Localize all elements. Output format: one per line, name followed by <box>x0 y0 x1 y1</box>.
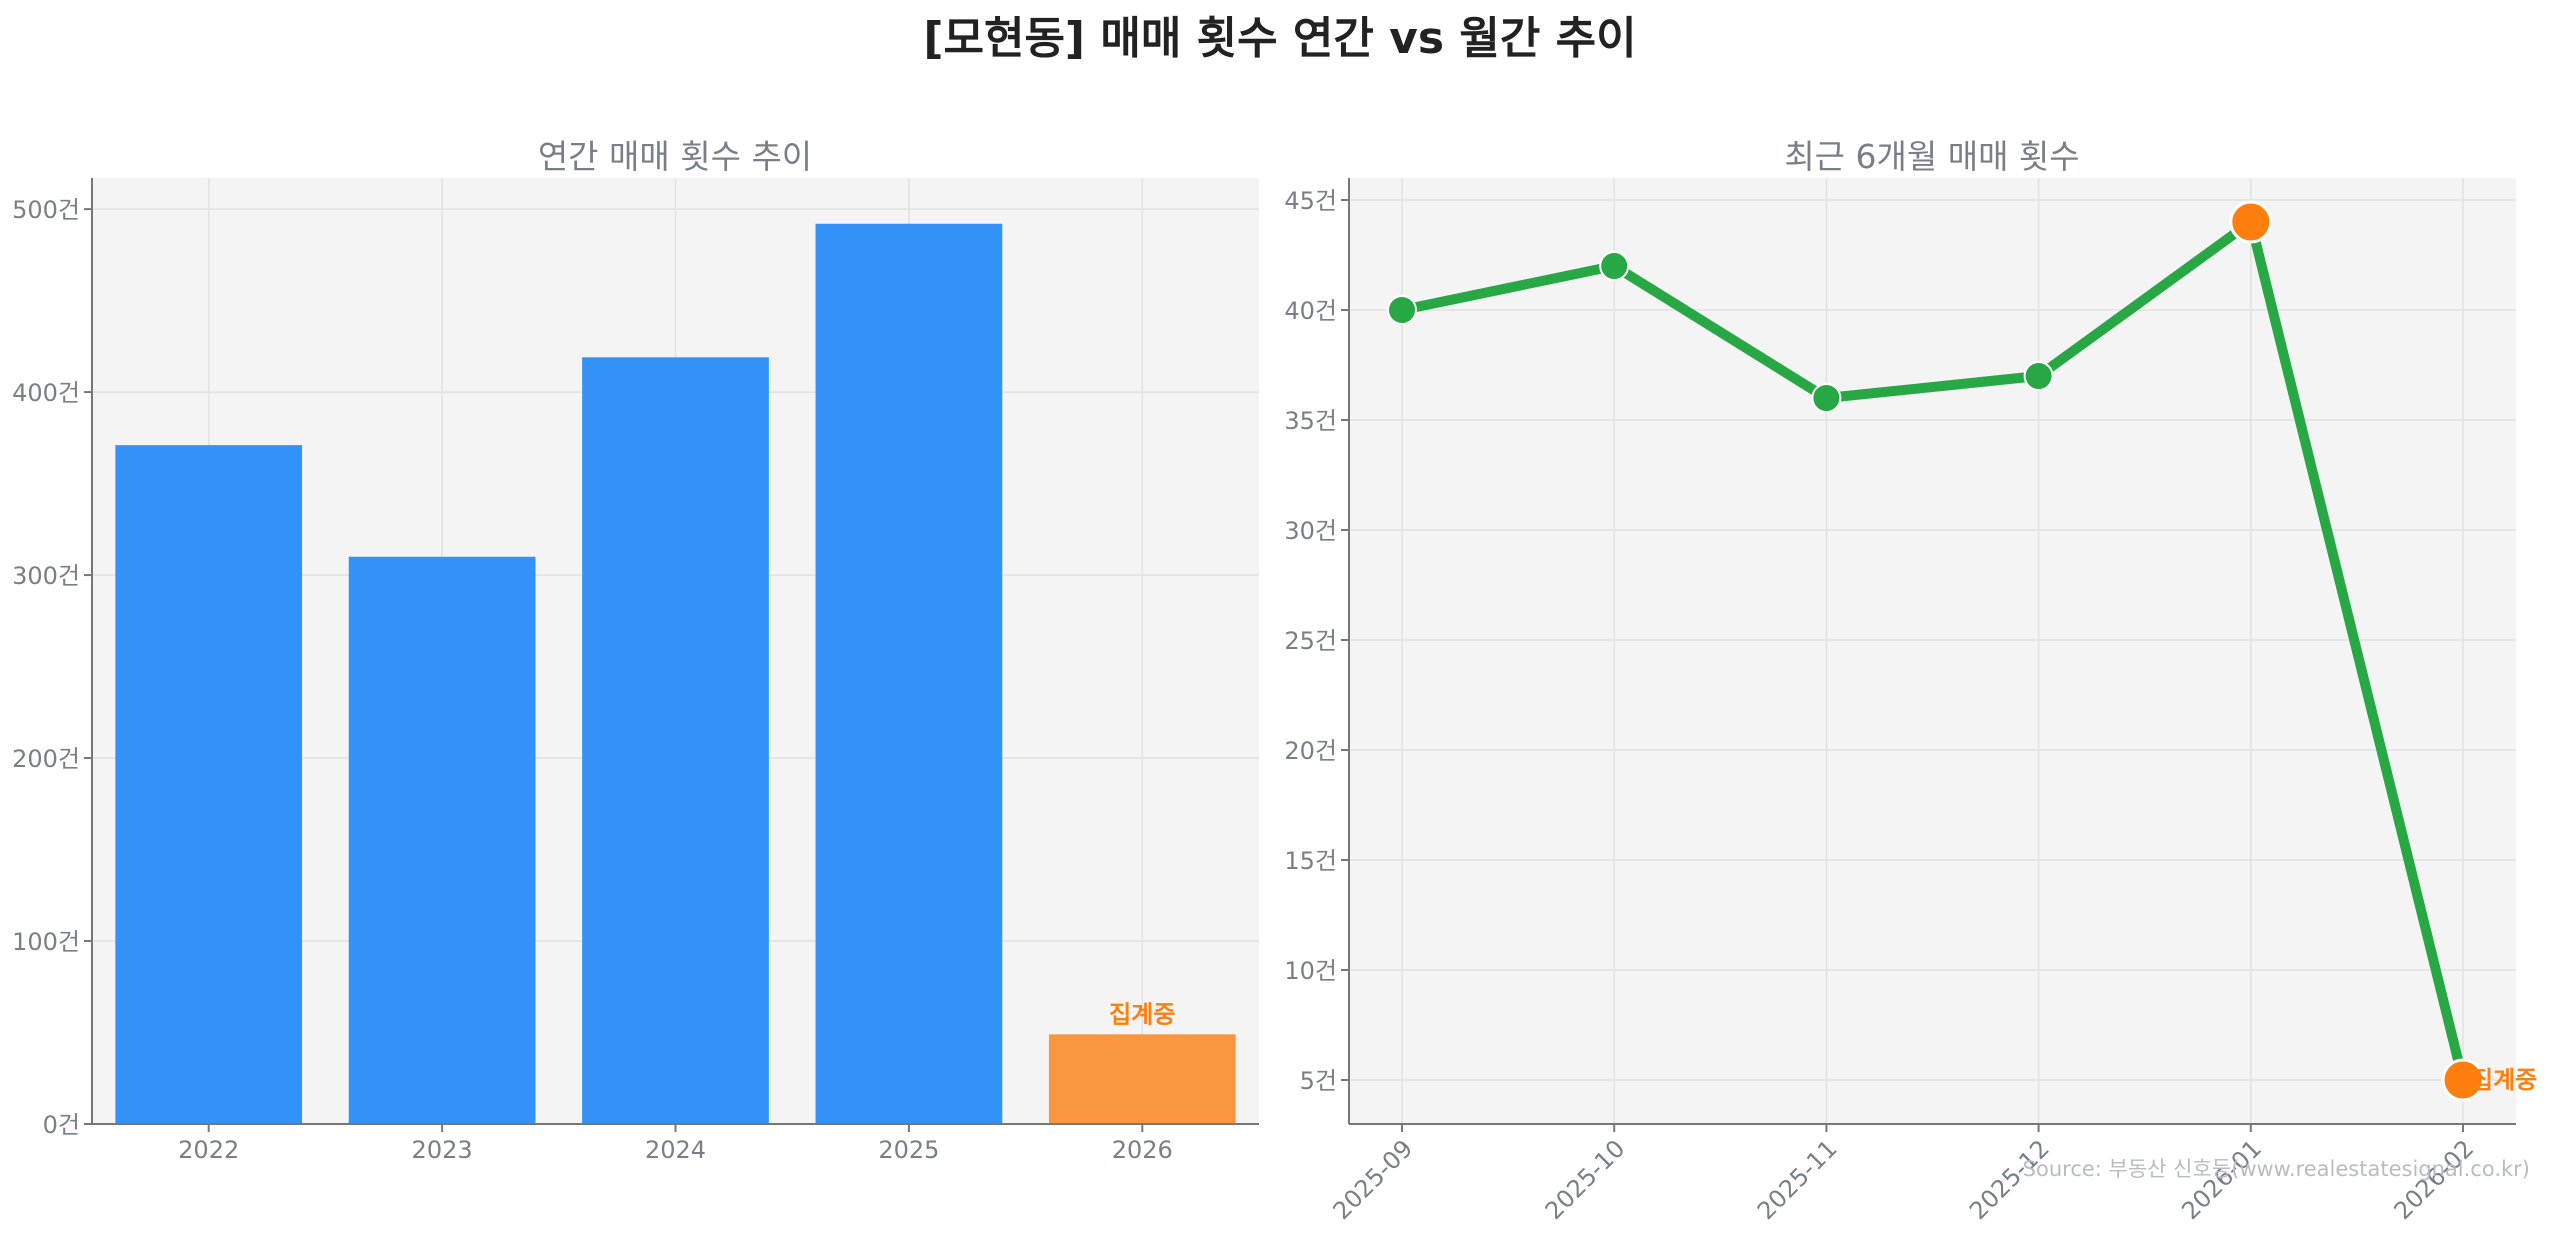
chart-main-title: [모현동] 매매 횟수 연간 vs 월간 추이 <box>923 13 1637 64</box>
annual-x-tick-label: 2026 <box>1112 1136 1173 1164</box>
monthly-plot-area <box>1349 178 2516 1124</box>
monthly-series: 집계중 <box>1387 200 2537 1102</box>
monthly-y-tick-label: 15건 <box>1284 847 1337 875</box>
annual-bar-2023 <box>348 556 536 1124</box>
annual-bar-2025 <box>815 223 1003 1124</box>
monthly-x-tick-label: 2025-09 <box>1328 1134 1419 1225</box>
monthly-y-tick-label: 35건 <box>1284 407 1337 435</box>
annual-bar-2026 <box>1048 1034 1236 1124</box>
monthly-point-2025-10 <box>1599 251 1630 281</box>
monthly-chart-title: 최근 6개월 매매 횟수 <box>1784 137 2079 176</box>
annual-y-tick-label: 300건 <box>12 562 80 590</box>
annual-bars: 집계중 <box>115 223 1236 1124</box>
annual-y-tick-label: 500건 <box>12 196 80 224</box>
monthly-gridlines <box>1349 178 2516 1124</box>
annual-y-tick-label: 400건 <box>12 379 80 407</box>
annual-bar-2022 <box>115 445 303 1124</box>
monthly-point-annotation: 집계중 <box>2471 1066 2537 1094</box>
monthly-point-2025-11 <box>1811 383 1842 413</box>
annual-bar-2024 <box>582 357 769 1124</box>
monthly-chart-panel: 집계중 5건 10건 15건 20건 25건 30건 35건 40건 45건 2025-09 20… <box>1284 137 2537 1225</box>
monthly-point-2025-12 <box>2023 361 2054 391</box>
monthly-x-tick-label: 2025-11 <box>1752 1134 1843 1225</box>
annual-bar-annotation: 집계중 <box>1109 1000 1175 1028</box>
monthly-point-2025-09 <box>1387 295 1417 325</box>
annual-x-ticks: 2022 2023 2024 2025 2026 <box>178 1124 1173 1164</box>
annual-x-tick-label: 2023 <box>412 1136 473 1164</box>
monthly-y-tick-label: 5건 <box>1300 1067 1337 1095</box>
annual-y-tick-label: 0건 <box>43 1111 80 1139</box>
annual-x-tick-label: 2025 <box>878 1136 939 1164</box>
annual-x-tick-label: 2024 <box>645 1136 706 1164</box>
annual-y-ticks: 0건 100건 200건 300건 400건 500건 <box>12 196 92 1139</box>
source-credit: Source: 부동산 신호등(www.realestatesignal.co.… <box>2023 1157 2530 1181</box>
monthly-y-tick-label: 20건 <box>1284 737 1337 765</box>
monthly-y-tick-label: 40건 <box>1284 297 1337 325</box>
monthly-y-tick-label: 30건 <box>1284 517 1337 545</box>
monthly-y-ticks: 5건 10건 15건 20건 25건 30건 35건 40건 45건 <box>1284 187 1349 1095</box>
monthly-point-highlight-2026-02 <box>2441 1058 2485 1102</box>
annual-x-tick-label: 2022 <box>178 1136 239 1164</box>
monthly-point-highlight-2026-01 <box>2229 200 2273 244</box>
annual-chart-title: 연간 매매 횟수 추이 <box>538 137 812 176</box>
monthly-x-tick-label: 2025-10 <box>1540 1134 1631 1225</box>
monthly-series-line <box>1397 217 2468 1085</box>
annual-y-tick-label: 100건 <box>12 928 80 956</box>
monthly-y-tick-label: 45건 <box>1284 187 1337 215</box>
annual-y-tick-label: 200건 <box>12 745 80 773</box>
monthly-y-tick-label: 25건 <box>1284 627 1337 655</box>
monthly-y-tick-label: 10건 <box>1284 957 1337 985</box>
